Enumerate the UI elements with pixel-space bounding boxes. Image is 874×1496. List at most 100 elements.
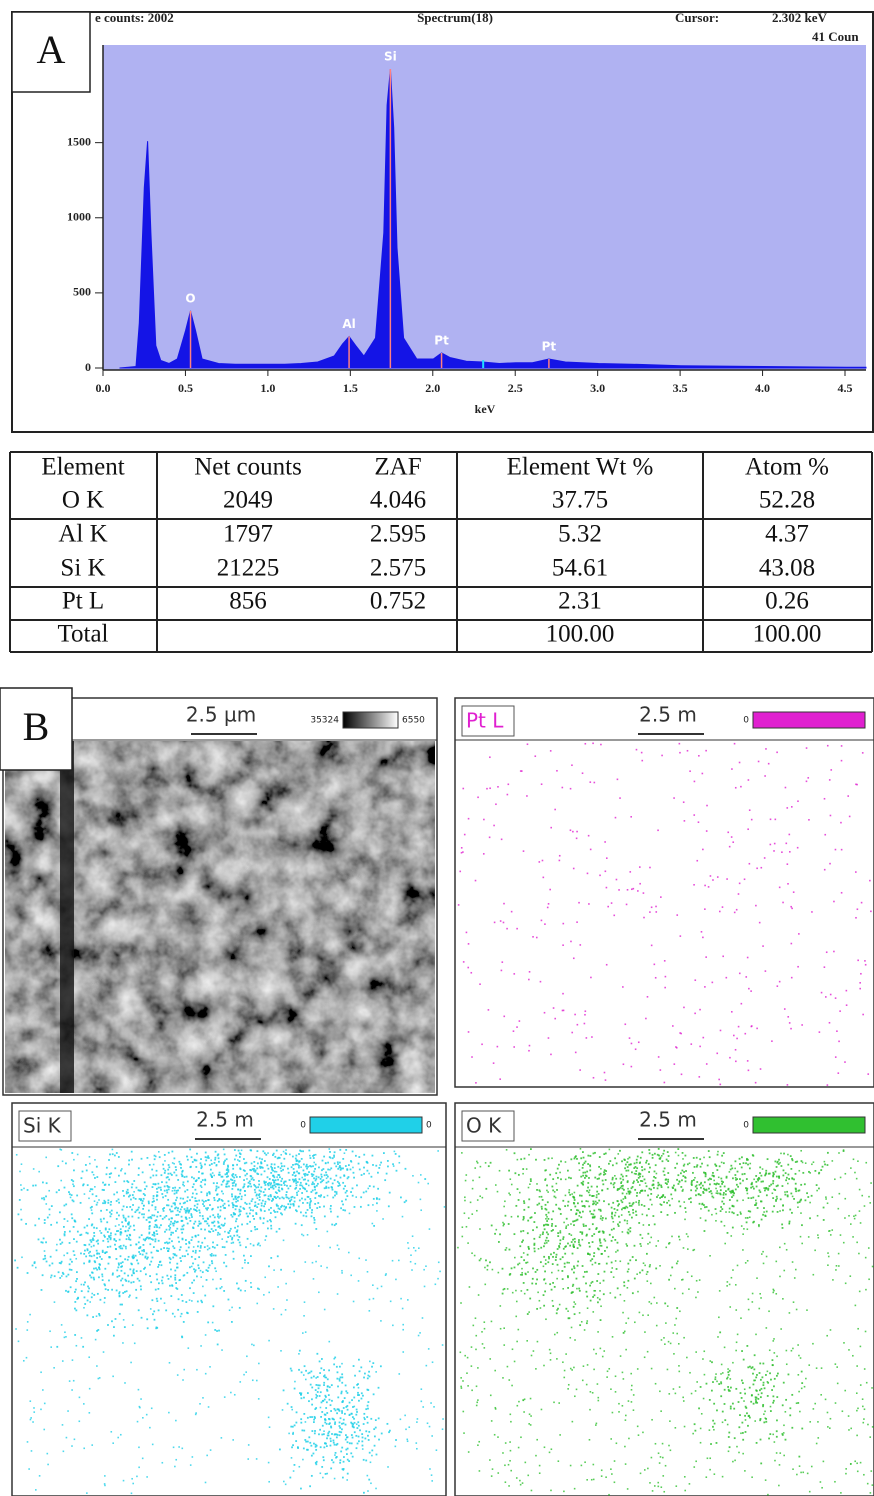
map-dot <box>806 1309 808 1311</box>
map-dot <box>322 1456 324 1458</box>
map-dot <box>85 1232 87 1234</box>
map-dot <box>742 1199 744 1201</box>
map-dot <box>676 1163 678 1165</box>
map-dot <box>502 1377 504 1379</box>
map-dot <box>15 1328 17 1330</box>
map-dot <box>592 1264 594 1266</box>
map-dot <box>589 1439 591 1441</box>
map-dot <box>566 1262 568 1264</box>
map-dot <box>96 1315 98 1317</box>
map-dot <box>341 1373 343 1375</box>
map-dot <box>107 1324 109 1326</box>
map-dot <box>402 1324 404 1326</box>
map-dot <box>177 1210 179 1212</box>
map-dot <box>527 1289 529 1291</box>
map-dot <box>266 1164 268 1166</box>
map-dot <box>476 1161 478 1163</box>
map-dot <box>324 1414 326 1416</box>
map-dot <box>301 1224 303 1226</box>
map-dot <box>320 1416 322 1418</box>
map-dot <box>540 1234 542 1236</box>
map-dot <box>422 1406 424 1408</box>
map-dot <box>571 1291 573 1293</box>
map-dot <box>291 1406 293 1408</box>
map-dot <box>667 1305 669 1307</box>
map-dot <box>588 1191 590 1193</box>
map-dot <box>526 1340 528 1342</box>
map-dot <box>310 1371 312 1373</box>
map-dot <box>665 1182 667 1184</box>
map-dot <box>190 1166 192 1168</box>
map-dot <box>393 1165 395 1167</box>
map-dot <box>653 1297 655 1299</box>
map-dot <box>706 1476 708 1478</box>
map-dot <box>183 1181 185 1183</box>
map-dot <box>259 1245 261 1247</box>
map-dot <box>739 762 741 764</box>
map-dot <box>214 1247 216 1249</box>
map-dot <box>104 1284 106 1286</box>
map-dot <box>591 1195 593 1197</box>
map-dot <box>753 1179 755 1181</box>
map-dot <box>745 1162 747 1164</box>
map-dot <box>317 1376 319 1378</box>
map-dot <box>358 1400 360 1402</box>
map-dot <box>130 1225 132 1227</box>
map-dot <box>140 1398 142 1400</box>
map-dot <box>75 1289 77 1291</box>
map-dot <box>727 1424 729 1426</box>
map-dot <box>104 1485 106 1487</box>
map-dot <box>310 1157 312 1159</box>
map-dot <box>212 1246 214 1248</box>
map-dot <box>191 1236 193 1238</box>
map-dot <box>358 1387 360 1389</box>
map-dot <box>315 1449 317 1451</box>
map-dot <box>635 1048 637 1050</box>
map-dot <box>169 1229 171 1231</box>
map-dot <box>588 1205 590 1207</box>
map-dot <box>234 1149 236 1151</box>
map-dot <box>614 1460 616 1462</box>
map-dot <box>525 1462 527 1464</box>
map-dot <box>652 1490 654 1492</box>
map-dot <box>191 1256 193 1258</box>
map-dot <box>801 1224 803 1226</box>
map-dot <box>418 1182 420 1184</box>
map-dot <box>827 1084 829 1086</box>
map-dot <box>282 1169 284 1171</box>
map-dot <box>592 1296 594 1298</box>
map-dot <box>552 1300 554 1302</box>
map-dot <box>475 1317 477 1319</box>
map-dot <box>210 1160 212 1162</box>
map-dot <box>98 1266 100 1268</box>
map-dot <box>196 1179 198 1181</box>
map-dot <box>173 1447 175 1449</box>
map-dot <box>225 1254 227 1256</box>
map-dot <box>209 1192 211 1194</box>
map-dot <box>678 1236 680 1238</box>
map-dot <box>678 1365 680 1367</box>
map-dot <box>340 1177 342 1179</box>
map-dot <box>521 1272 523 1274</box>
map-dot <box>232 1439 234 1441</box>
map-dot <box>267 1168 269 1170</box>
map-dot <box>557 1232 559 1234</box>
map-dot <box>344 1397 346 1399</box>
map-dot <box>90 1188 92 1190</box>
map-dot <box>474 1167 476 1169</box>
map-dot <box>663 1491 665 1493</box>
map-dot <box>662 1443 664 1445</box>
map-dot <box>158 1282 160 1284</box>
map-dot <box>533 1221 535 1223</box>
map-dot <box>546 1190 548 1192</box>
map-dot <box>424 1178 426 1180</box>
map-dot <box>555 1259 557 1261</box>
map-dot <box>746 1189 748 1191</box>
map-dot <box>478 1294 480 1296</box>
map-dot <box>151 1204 153 1206</box>
map-dot <box>77 1154 79 1156</box>
map-dot <box>334 1162 336 1164</box>
map-dot <box>97 1202 99 1204</box>
map-dot <box>331 1400 333 1402</box>
map-dot <box>294 1197 296 1199</box>
